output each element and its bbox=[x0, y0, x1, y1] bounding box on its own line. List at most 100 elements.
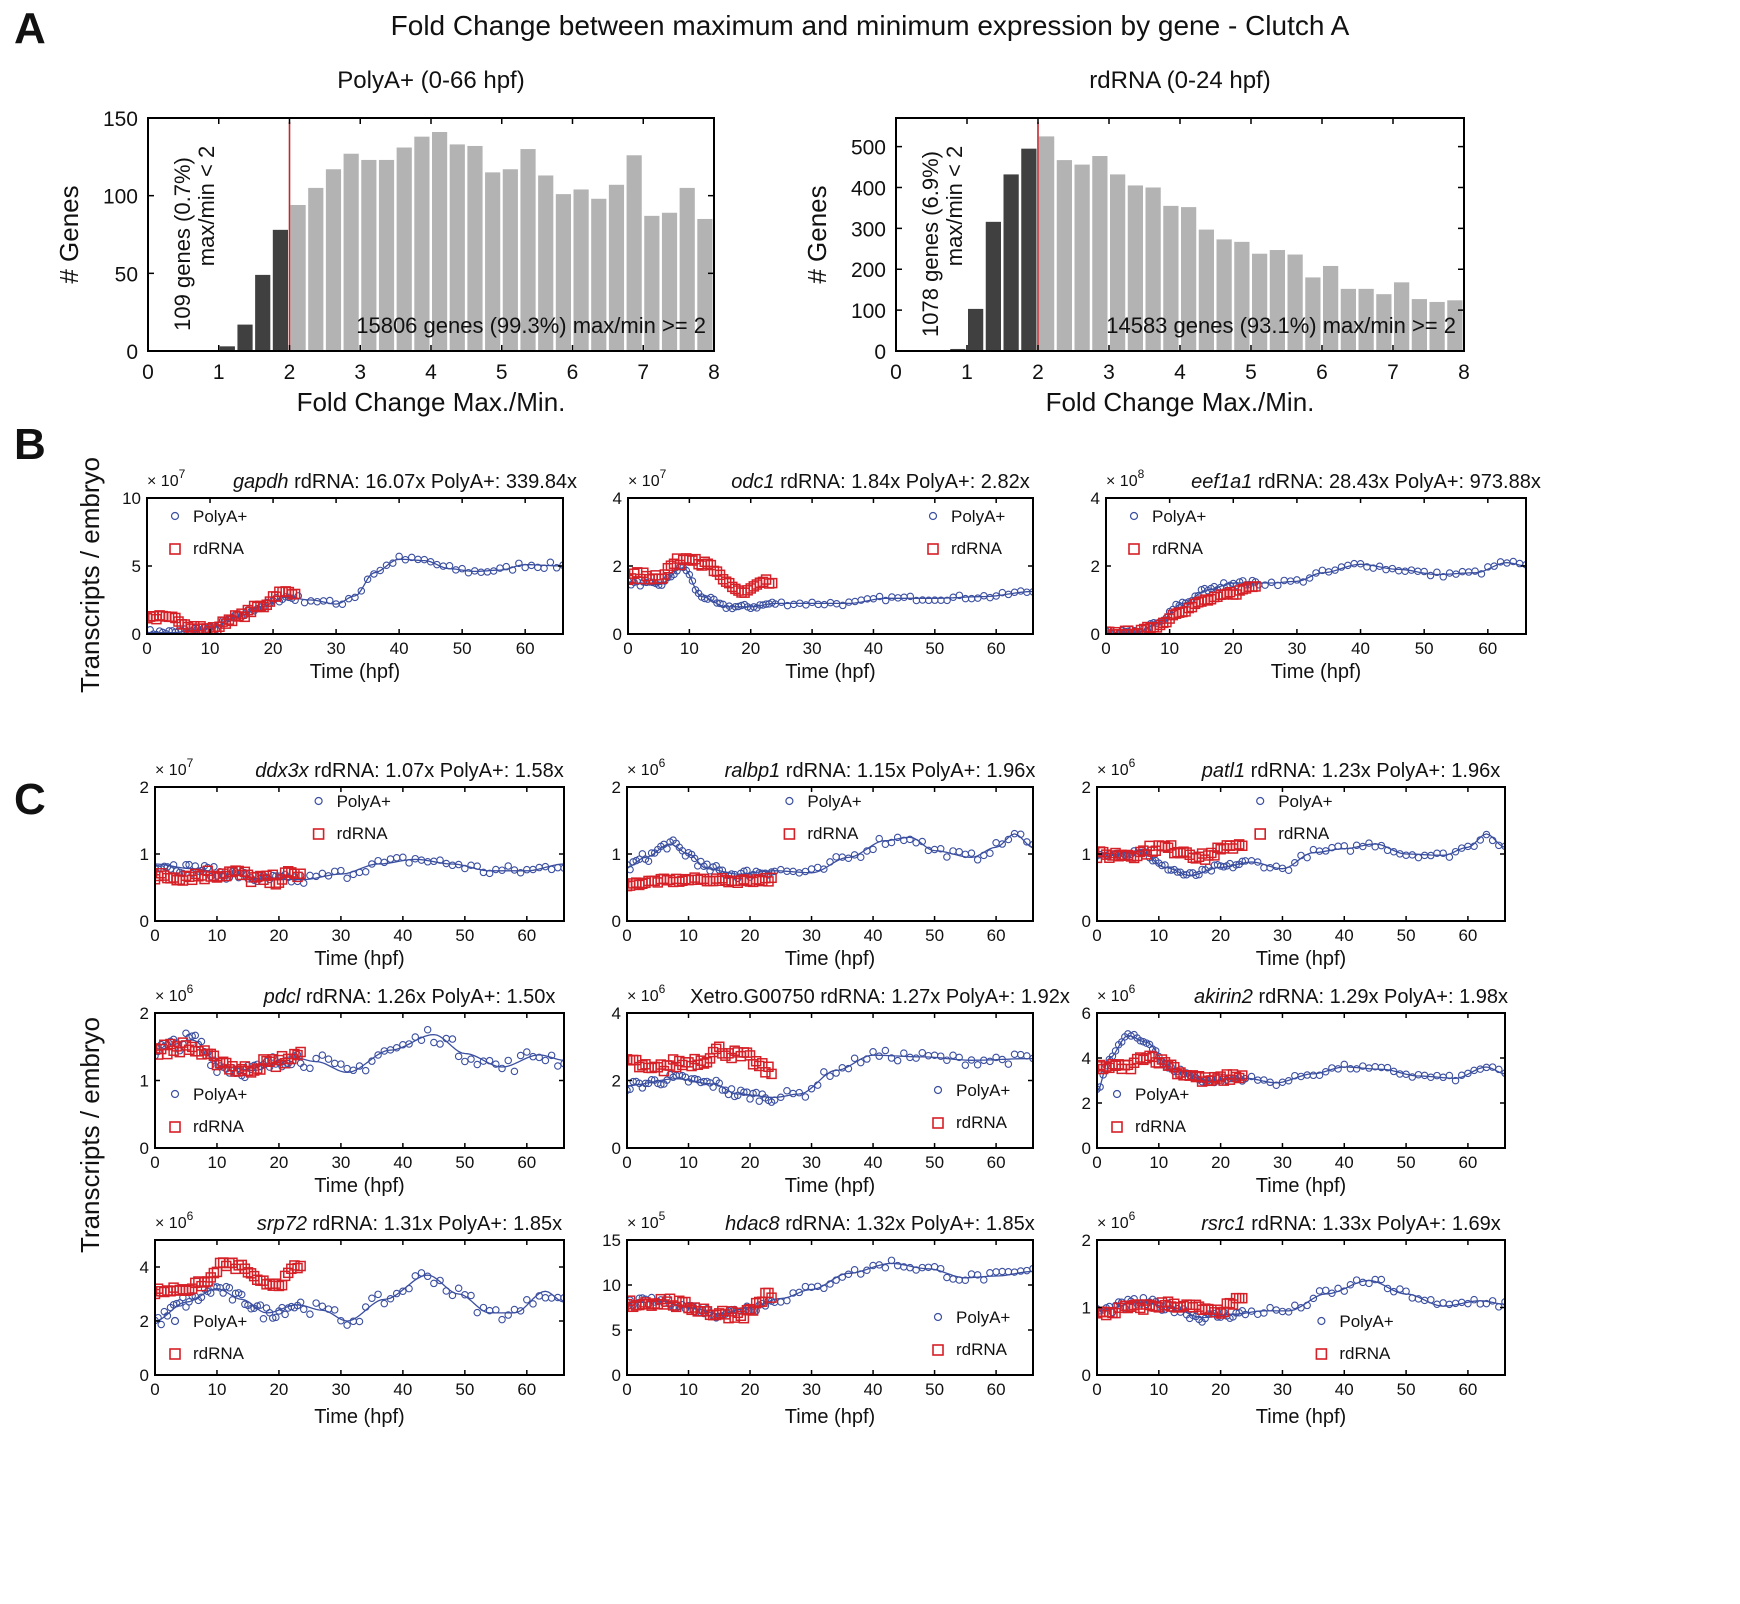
polya-point bbox=[857, 1270, 865, 1278]
histogram-bar bbox=[1305, 277, 1321, 351]
histogram-bar bbox=[1447, 300, 1463, 351]
legend-polya-marker bbox=[170, 1316, 180, 1326]
histogram-bar bbox=[1145, 187, 1161, 351]
polya-point bbox=[826, 598, 835, 607]
polya-point bbox=[510, 1067, 519, 1076]
rdrna-point bbox=[1116, 629, 1128, 634]
polya-point bbox=[887, 1256, 896, 1265]
legend-rdrna-marker bbox=[1254, 828, 1266, 840]
polya-point bbox=[906, 592, 915, 601]
histogram-bar bbox=[1252, 253, 1268, 351]
polya-point bbox=[1401, 567, 1409, 576]
legend-rdrna-marker bbox=[1128, 543, 1140, 555]
histogram-bar bbox=[573, 189, 589, 351]
polya-point bbox=[924, 1051, 933, 1060]
histogram-bar bbox=[308, 187, 324, 351]
polya-point bbox=[1439, 849, 1447, 857]
polya-point bbox=[1173, 868, 1182, 876]
rdrna-point bbox=[674, 1295, 685, 1307]
polya-point bbox=[448, 861, 457, 870]
x-tick-label: 50 bbox=[453, 639, 472, 658]
polya-point bbox=[318, 1302, 327, 1310]
legend-polya-marker bbox=[785, 796, 794, 806]
histogram-bar bbox=[538, 175, 554, 351]
polya-point bbox=[1377, 1275, 1386, 1284]
polya-point bbox=[1303, 1301, 1311, 1310]
polya-fit-line bbox=[628, 567, 1033, 608]
histogram-bar bbox=[1181, 207, 1197, 351]
rdrna-point bbox=[217, 1257, 229, 1268]
polya-point bbox=[807, 865, 816, 873]
x-axis-label: Fold Change Max./Min. bbox=[1046, 387, 1315, 417]
polya-point bbox=[326, 596, 334, 605]
x-tick-label: 8 bbox=[1458, 361, 1470, 384]
polya-point bbox=[980, 592, 988, 600]
polya-point bbox=[1321, 1286, 1330, 1295]
x-tick-label: 60 bbox=[987, 1153, 1006, 1172]
histogram-bar bbox=[1021, 148, 1037, 351]
histogram-bar bbox=[1003, 174, 1019, 351]
polya-point bbox=[155, 1047, 162, 1056]
x-tick-label: 40 bbox=[393, 1380, 412, 1399]
axis-exponent: × 108 bbox=[1106, 467, 1145, 490]
x-tick-label: 50 bbox=[925, 926, 944, 945]
rdrna-point bbox=[1159, 841, 1171, 852]
rdrna-point bbox=[193, 871, 204, 882]
timeseries-rsrc1: 0 10 20 30 40 50 60 0 1 2 Time (hpf) × 106 rsrc1 rdR… bbox=[1082, 1209, 1506, 1428]
x-tick-label: 20 bbox=[741, 1380, 760, 1399]
polya-point bbox=[1315, 847, 1324, 855]
polya-point bbox=[789, 600, 798, 609]
rdrna-point bbox=[1237, 1070, 1248, 1081]
histogram-bar bbox=[449, 144, 465, 351]
polya-point bbox=[169, 861, 178, 869]
rdrna-point bbox=[766, 1292, 777, 1303]
polya-point bbox=[749, 1089, 757, 1098]
polya-point bbox=[912, 1054, 920, 1062]
polya-point bbox=[1247, 1072, 1256, 1081]
x-axis-label: Time (hpf) bbox=[785, 948, 875, 970]
x-tick-label: 50 bbox=[925, 1153, 944, 1172]
polya-point bbox=[1464, 1299, 1472, 1308]
polya-point bbox=[306, 871, 314, 880]
x-axis-label: Time (hpf) bbox=[1256, 1175, 1346, 1197]
legend-rdrna-marker bbox=[312, 828, 325, 840]
annotation-above-threshold: 14583 genes (93.1%) max/min >= 2 bbox=[1106, 313, 1456, 338]
polya-point bbox=[508, 566, 517, 574]
plot-area bbox=[627, 1256, 1033, 1324]
histogram-bar bbox=[1358, 288, 1374, 351]
rdrna-point bbox=[727, 581, 738, 593]
rdrna-point bbox=[763, 1061, 774, 1073]
polya-point bbox=[355, 1062, 364, 1070]
polya-point bbox=[893, 833, 902, 842]
legend-polya-marker bbox=[1256, 796, 1265, 806]
legend-rdrna-label: rdRNA bbox=[1278, 824, 1330, 843]
legend-polya-label: PolyA+ bbox=[956, 1081, 1010, 1100]
y-tick-label: 50 bbox=[115, 263, 138, 286]
polya-point bbox=[967, 1270, 976, 1278]
histogram-bar bbox=[1340, 288, 1356, 351]
polya-point bbox=[411, 1272, 420, 1280]
rdrna-point bbox=[168, 1282, 179, 1293]
panel-letter-c: C bbox=[14, 775, 46, 824]
x-tick-label: 50 bbox=[1397, 1380, 1416, 1399]
polya-point bbox=[832, 853, 840, 861]
polya-point bbox=[1293, 576, 1301, 584]
histogram-bar bbox=[219, 346, 235, 351]
histogram-bar bbox=[1110, 174, 1126, 351]
polya-point bbox=[370, 570, 378, 578]
polya-point bbox=[1490, 562, 1498, 570]
polya-point bbox=[259, 1314, 268, 1323]
polya-point bbox=[426, 557, 435, 566]
rdrna-point bbox=[698, 1303, 710, 1315]
polya-point bbox=[1476, 836, 1485, 844]
x-tick-label: 2 bbox=[284, 361, 296, 384]
polya-point bbox=[467, 1055, 475, 1063]
rdrna-point bbox=[766, 577, 778, 589]
polya-point bbox=[1207, 867, 1216, 875]
polya-point bbox=[973, 1271, 982, 1279]
x-tick-label: 0 bbox=[622, 1153, 631, 1172]
polya-point bbox=[1402, 851, 1410, 859]
polya-point bbox=[974, 594, 982, 602]
polya-point bbox=[405, 859, 413, 867]
rdrna-point bbox=[724, 577, 735, 589]
